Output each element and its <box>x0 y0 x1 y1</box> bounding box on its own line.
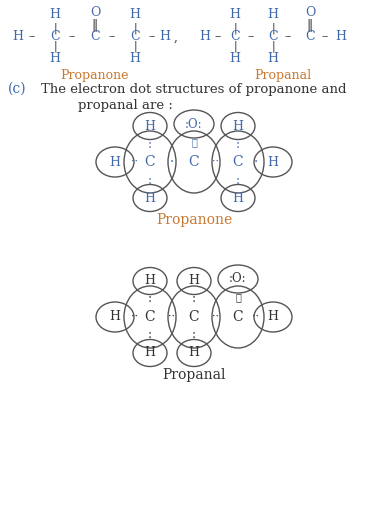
Text: C: C <box>268 31 278 43</box>
Text: H: H <box>268 8 279 22</box>
Text: Propanal: Propanal <box>254 68 312 82</box>
Text: ‖: ‖ <box>307 19 313 32</box>
Text: C: C <box>50 31 60 43</box>
Text: |: | <box>271 22 275 34</box>
Text: C: C <box>189 310 199 324</box>
Text: :: : <box>148 174 152 187</box>
Text: C: C <box>130 31 140 43</box>
Text: –: – <box>215 31 221 43</box>
Text: –: – <box>322 31 328 43</box>
Text: H: H <box>144 346 156 359</box>
Text: H: H <box>109 156 121 169</box>
Text: H: H <box>130 8 140 22</box>
Text: :: : <box>236 138 240 150</box>
Text: H: H <box>144 119 156 132</box>
Text: ,: , <box>174 31 178 43</box>
Text: C: C <box>233 310 243 324</box>
Text: ·: · <box>170 155 174 169</box>
Text: H: H <box>144 275 156 287</box>
Text: :: : <box>148 138 152 150</box>
Text: –: – <box>248 31 254 43</box>
Text: H: H <box>144 191 156 205</box>
Text: C: C <box>230 31 240 43</box>
Text: ··: ·· <box>168 312 175 322</box>
Text: |: | <box>133 40 137 52</box>
Text: H: H <box>200 31 210 43</box>
Text: |: | <box>133 22 137 34</box>
Text: H: H <box>12 31 23 43</box>
Text: :: : <box>192 328 196 342</box>
Text: |: | <box>233 22 237 34</box>
Text: C: C <box>305 31 315 43</box>
Text: (c): (c) <box>8 82 26 96</box>
Text: ·: · <box>254 155 258 169</box>
Text: :: : <box>192 293 196 306</box>
Text: :: : <box>148 328 152 342</box>
Text: H: H <box>189 275 200 287</box>
Text: C: C <box>90 31 100 43</box>
Text: –: – <box>109 31 115 43</box>
Text: Propanone: Propanone <box>61 68 129 82</box>
Text: Propanal: Propanal <box>162 368 226 382</box>
Text: H: H <box>130 53 140 66</box>
Text: –: – <box>29 31 35 43</box>
Text: |: | <box>271 40 275 52</box>
Text: |: | <box>53 22 57 34</box>
Text: The electron dot structures of propanone and: The electron dot structures of propanone… <box>41 83 347 96</box>
Text: propanal are :: propanal are : <box>78 99 173 112</box>
Text: ··: ·· <box>212 157 219 167</box>
Text: |: | <box>233 40 237 52</box>
Text: O: O <box>90 7 100 20</box>
Text: H: H <box>268 53 279 66</box>
Text: :O:: :O: <box>185 117 203 130</box>
Text: –: – <box>149 31 155 43</box>
Text: :: : <box>148 293 152 306</box>
Text: H: H <box>230 53 240 66</box>
Text: C: C <box>189 155 199 169</box>
Text: ‖: ‖ <box>92 19 98 32</box>
Text: H: H <box>268 311 279 324</box>
Text: ⋯: ⋯ <box>235 294 241 302</box>
Text: –: – <box>69 31 75 43</box>
Text: H: H <box>159 31 170 43</box>
Text: H: H <box>109 311 121 324</box>
Text: ··: ·· <box>252 312 259 322</box>
Text: H: H <box>230 8 240 22</box>
Text: |: | <box>53 40 57 52</box>
Text: C: C <box>145 155 155 169</box>
Text: ⋯: ⋯ <box>191 139 197 147</box>
Text: Propanone: Propanone <box>156 213 232 227</box>
Text: ··: ·· <box>131 312 138 322</box>
Text: ··: ·· <box>131 157 138 167</box>
Text: ··: ·· <box>212 312 219 322</box>
Text: H: H <box>189 346 200 359</box>
Text: H: H <box>49 53 61 66</box>
Text: H: H <box>233 119 244 132</box>
Text: –: – <box>285 31 291 43</box>
Text: H: H <box>233 191 244 205</box>
Text: C: C <box>145 310 155 324</box>
Text: :O:: :O: <box>229 272 247 285</box>
Text: :: : <box>236 174 240 187</box>
Text: C: C <box>233 155 243 169</box>
Text: O: O <box>305 7 315 20</box>
Text: H: H <box>335 31 347 43</box>
Text: H: H <box>49 8 61 22</box>
Text: H: H <box>268 156 279 169</box>
